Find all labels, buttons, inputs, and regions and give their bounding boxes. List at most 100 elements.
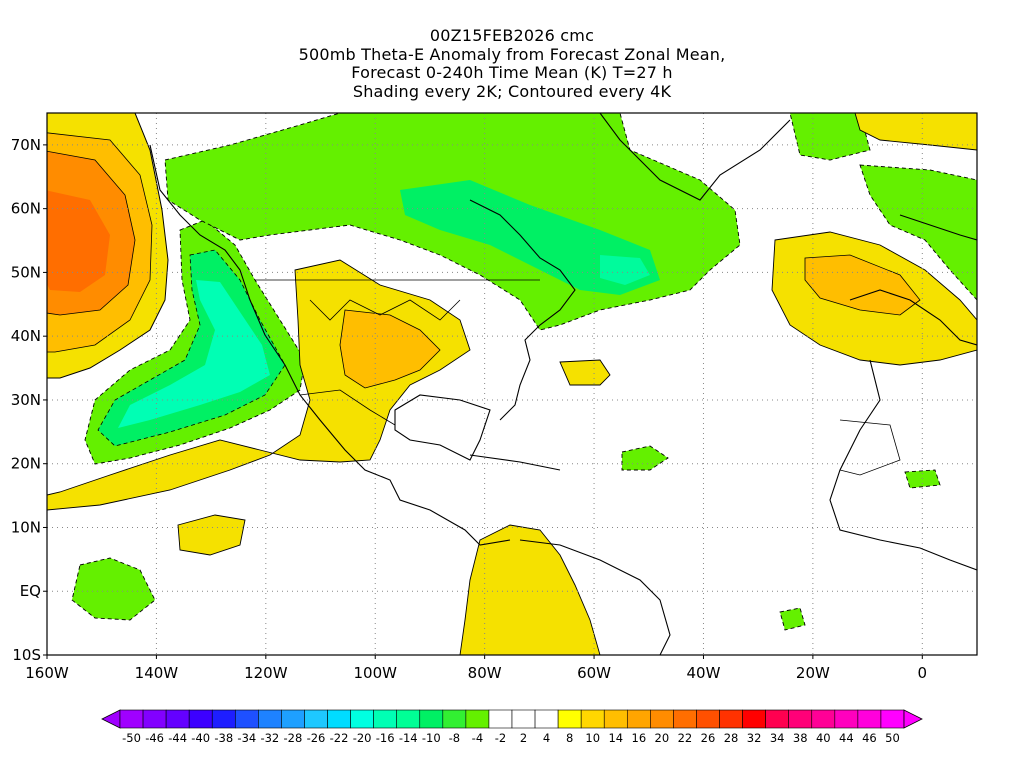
eastern-pacific-warm-patch bbox=[177, 514, 246, 556]
colorbar-swatch bbox=[211, 709, 236, 729]
colorbar-swatch bbox=[488, 709, 513, 729]
colorbar-swatch bbox=[742, 709, 766, 729]
colorbar-label: 34 bbox=[770, 731, 785, 745]
colorbar-swatch bbox=[142, 709, 167, 729]
us-mexico-border bbox=[299, 389, 396, 426]
latitude-tick-label: EQ bbox=[20, 582, 41, 600]
colorbar-swatch bbox=[534, 709, 559, 729]
latitude-tick-label: 50N bbox=[11, 263, 41, 281]
colorbar-swatch bbox=[119, 709, 144, 729]
latitude-tick-label: 10N bbox=[11, 518, 41, 536]
longitude-tick-label: 140W bbox=[135, 664, 179, 682]
colorbar-label: -46 bbox=[145, 731, 164, 745]
title-line-2: 500mb Theta-E Anomaly from Forecast Zona… bbox=[298, 44, 726, 64]
colorbar-swatch bbox=[396, 709, 421, 729]
colorbar-label: 10 bbox=[585, 731, 600, 745]
colorbar-min-arrow bbox=[101, 709, 121, 729]
colorbar-label: 16 bbox=[632, 731, 647, 745]
latitude-tick-label: 10S bbox=[12, 646, 41, 664]
colorbar-swatch bbox=[304, 709, 328, 729]
colorbar-swatch bbox=[557, 709, 582, 729]
colorbar-boxes bbox=[101, 709, 923, 729]
colorbar-swatch bbox=[442, 709, 467, 729]
colorbar-label: 26 bbox=[701, 731, 716, 745]
colorbar-swatch bbox=[258, 709, 282, 729]
map-frame bbox=[46, 112, 978, 656]
colorbar-label: 50 bbox=[885, 731, 900, 745]
scandinavia-cold-anomaly bbox=[859, 164, 977, 301]
south-america-coast bbox=[519, 539, 671, 655]
colorbar-swatch bbox=[373, 709, 398, 729]
colorbar-label: -34 bbox=[237, 731, 256, 745]
colorbar-label: 4 bbox=[543, 731, 550, 745]
colorbar-swatch bbox=[511, 709, 536, 729]
colorbar-label: -8 bbox=[449, 731, 460, 745]
north-atlantic-cold-anomaly bbox=[789, 113, 871, 161]
longitude-tick-label: 20W bbox=[796, 664, 830, 682]
atlantic-warm-patch bbox=[559, 359, 611, 386]
colorbar-label: -40 bbox=[191, 731, 210, 745]
colorbar-label: -38 bbox=[214, 731, 233, 745]
colorbar-label: 2 bbox=[520, 731, 527, 745]
colorbar-label: -4 bbox=[472, 731, 483, 745]
central-pacific-cold-patch bbox=[71, 557, 156, 621]
colorbar-swatch bbox=[580, 709, 605, 729]
longitude-tick-label: 160W bbox=[25, 664, 69, 682]
colorbar-swatch bbox=[234, 709, 259, 729]
colorbar-label: -22 bbox=[330, 731, 349, 745]
graticule bbox=[46, 113, 977, 656]
latitude-tick-label: 40N bbox=[11, 327, 41, 345]
gulf-of-mexico bbox=[394, 394, 491, 461]
colorbar-label: 14 bbox=[608, 731, 623, 745]
colorbar-label: -14 bbox=[399, 731, 418, 745]
colorbar-label: -20 bbox=[353, 731, 372, 745]
colorbar-label: -2 bbox=[495, 731, 506, 745]
longitude-labels: 160W 140W 120W 100W 80W 60W 40W 20W 0 bbox=[25, 655, 927, 682]
south-america-warm-anomaly bbox=[459, 524, 601, 655]
colorbar-label: 20 bbox=[655, 731, 670, 745]
longitude-tick-label: 60W bbox=[577, 664, 611, 682]
colorbar-swatch bbox=[165, 709, 190, 729]
colorbar-swatch bbox=[857, 709, 882, 729]
colorbar-swatch bbox=[650, 709, 674, 729]
longitude-tick-label: 100W bbox=[354, 664, 398, 682]
latitude-tick-label: 60N bbox=[11, 200, 41, 218]
colorbar-label: -10 bbox=[422, 731, 441, 745]
pacific-warm-core bbox=[47, 190, 110, 292]
colorbar-label: -50 bbox=[122, 731, 141, 745]
anomaly-shading bbox=[47, 113, 977, 655]
colorbar-label: -44 bbox=[168, 731, 187, 745]
longitude-tick-label: 80W bbox=[468, 664, 502, 682]
colorbar-swatch bbox=[880, 709, 905, 729]
colorbar-label: 32 bbox=[747, 731, 762, 745]
scandinavia-coast bbox=[899, 214, 977, 241]
latitude-tick-label: 20N bbox=[11, 455, 41, 473]
colorbar-labels: -50 -46 -44 -40 -38 -34 -32 -28 -26 -22 -20 -16 -14-… bbox=[122, 731, 900, 745]
colorbar-swatch bbox=[673, 709, 697, 729]
colorbar-label: -26 bbox=[307, 731, 326, 745]
europe-warm-mid bbox=[804, 254, 921, 316]
longitude-tick-label: 40W bbox=[687, 664, 721, 682]
colorbar-swatch bbox=[327, 709, 351, 729]
us-state-lines bbox=[309, 299, 461, 321]
west-africa-borders bbox=[839, 419, 901, 476]
africa-coast bbox=[829, 359, 977, 571]
colorbar-label: 40 bbox=[816, 731, 831, 745]
caribbean-islands bbox=[469, 454, 561, 471]
colorbar-swatch bbox=[696, 709, 720, 729]
colorbar-swatch bbox=[765, 709, 790, 729]
colorbar-swatch bbox=[350, 709, 374, 729]
latitude-labels: 70N 60N 50N 40N 30N 20N 10N EQ 10S bbox=[11, 136, 47, 664]
colorbar-label: 8 bbox=[566, 731, 573, 745]
borders bbox=[255, 279, 901, 476]
greenland-coast bbox=[599, 113, 791, 201]
longitude-tick-label: 120W bbox=[244, 664, 288, 682]
colorbar-max-arrow bbox=[903, 709, 923, 729]
atlantic-cold-patch bbox=[621, 445, 669, 471]
colorbar-label: 46 bbox=[862, 731, 877, 745]
colorbar-swatch bbox=[626, 709, 651, 729]
colorbar-label: 22 bbox=[678, 731, 693, 745]
labrador-cold-core bbox=[600, 255, 650, 285]
latitude-tick-label: 70N bbox=[11, 136, 41, 154]
title-line-1: 00Z15FEB2026 cmc bbox=[429, 26, 595, 45]
